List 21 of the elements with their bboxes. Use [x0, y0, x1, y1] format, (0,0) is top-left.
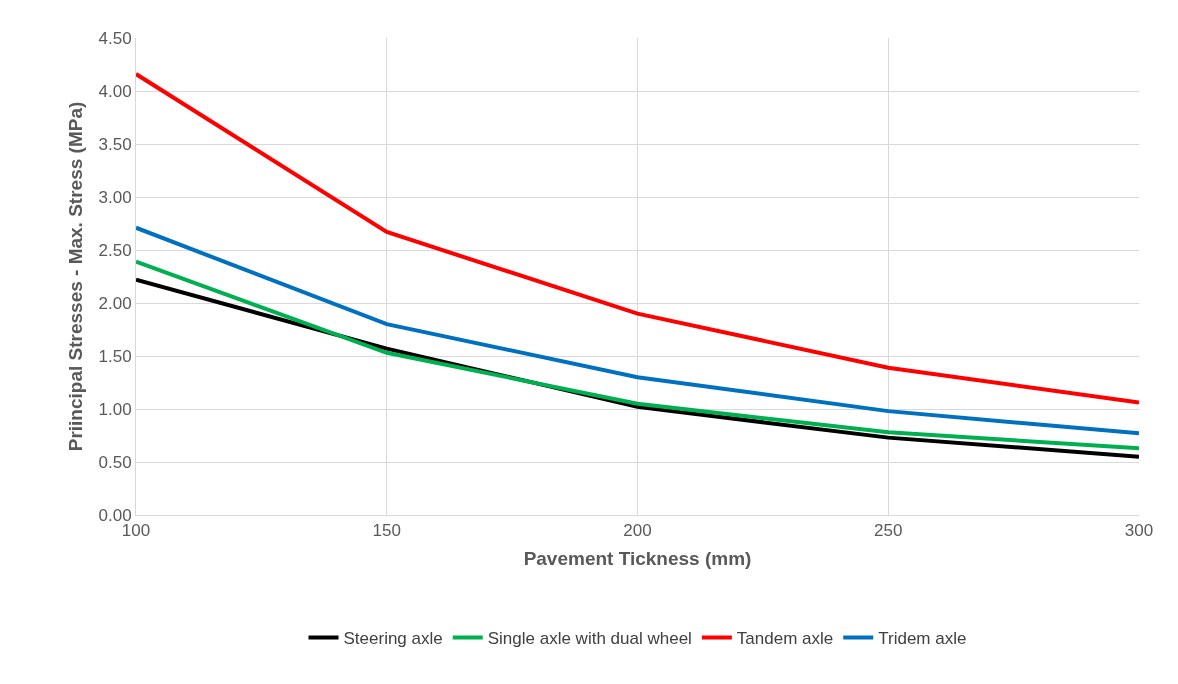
- legend-label: Tridem axle: [878, 629, 967, 649]
- x-axis-title: Pavement Tickness (mm): [523, 548, 752, 570]
- y-tick-label: 2.00: [98, 293, 132, 313]
- y-tick-label: 1.50: [98, 346, 132, 366]
- y-tick-label: 3.00: [98, 187, 132, 207]
- x-tick-label: 300: [1124, 521, 1154, 541]
- y-tick-label: 1.00: [98, 399, 132, 419]
- y-tick-label: 4.50: [98, 28, 132, 48]
- legend-label: Single axle with dual wheel: [487, 629, 692, 649]
- line-series: [136, 225, 1139, 436]
- x-tick-label: 200: [623, 521, 652, 541]
- line-series: [136, 72, 1139, 405]
- legend-label: Steering axle: [343, 629, 443, 649]
- y-tick-label: 2.50: [98, 240, 132, 260]
- legend-label: Tandem axle: [736, 629, 834, 649]
- x-tick-label: 250: [874, 521, 903, 541]
- y-tick-label: 0.50: [98, 452, 132, 472]
- y-tick-label: 4.00: [98, 81, 132, 101]
- y-axis-title: Priincipal Stresses - Max. Stress (MPa): [65, 101, 87, 452]
- y-tick-label: 3.50: [98, 134, 132, 154]
- x-tick-label: 150: [372, 521, 401, 541]
